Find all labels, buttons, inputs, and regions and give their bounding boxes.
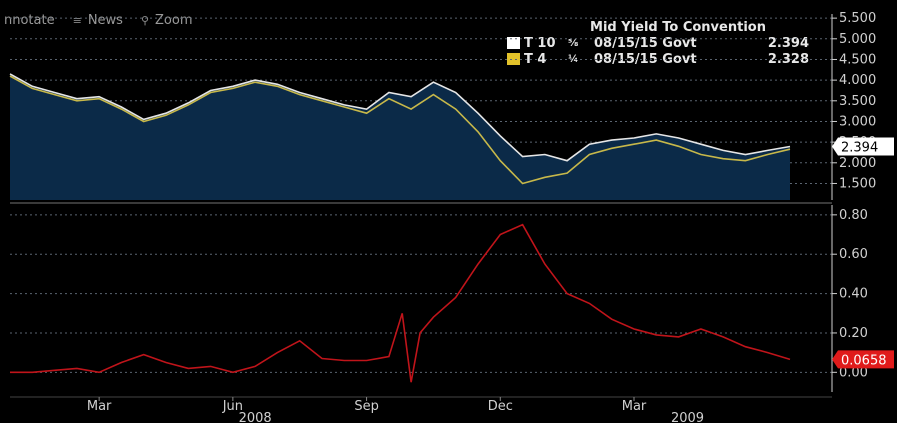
legend-coupon-t4: ¼ xyxy=(568,53,579,65)
top-series-line-t10 xyxy=(9,73,791,162)
x-tick-label: Mar xyxy=(87,399,112,414)
legend-coupon-t10: ⅝ xyxy=(568,37,579,49)
x-year-label: 2008 xyxy=(239,411,272,423)
spread-panel: 0.80 0.60 0.40 0.20 0.000.0658 xyxy=(10,205,894,392)
bottom-last-value-tag xyxy=(832,350,894,369)
news-label: News xyxy=(87,12,123,28)
legend-swatch-t10 xyxy=(507,37,520,49)
top-ytick-label: 3.000 xyxy=(839,114,876,129)
top-ytick-label: 3.500 xyxy=(839,94,876,109)
top-ytick-label: 1.500 xyxy=(839,176,876,191)
yield-panel: 5.5005.0004.5004.0003.5003.0002.5002.000… xyxy=(9,11,894,200)
zoom-icon: ⚲ xyxy=(140,13,150,27)
top-ytick-label: 2.000 xyxy=(839,156,876,171)
zoom-button[interactable]: ⚲ Zoom xyxy=(141,13,193,28)
legend-value-t4: 2.328 xyxy=(767,51,809,67)
zoom-label: Zoom xyxy=(155,12,193,28)
legend-swatch-t4 xyxy=(507,53,520,65)
legend-value-t10: 2.394 xyxy=(767,35,809,51)
top-ytick-label: 4.500 xyxy=(839,52,876,67)
top-area-fill xyxy=(10,73,790,200)
x-tick-label: Dec xyxy=(488,399,513,414)
top-last-value-label: 2.394 xyxy=(841,141,878,156)
top-series-line-t4 xyxy=(9,75,791,185)
annotate-button[interactable]: nnotate xyxy=(4,13,55,28)
chart-toolbar: nnotate ≡ News ⚲ Zoom xyxy=(0,9,193,31)
annotate-label: nnotate xyxy=(4,12,55,28)
x-axis: Mar Jun Sep Dec Mar 2008 2009 xyxy=(10,202,832,423)
bottom-series-line-spread xyxy=(10,223,791,383)
top-ytick-label: 5.000 xyxy=(839,32,876,47)
top-ytick-label: 4.000 xyxy=(839,73,876,88)
x-tick-label: Jun xyxy=(222,399,243,414)
x-tick-label: Sep xyxy=(354,399,379,414)
legend-title: Mid Yield To Convention xyxy=(590,20,766,35)
news-button[interactable]: ≡ News xyxy=(73,13,123,28)
bottom-ytick-label: 0.00 xyxy=(839,365,868,380)
bottom-last-value-label: 0.0658 xyxy=(841,353,887,368)
news-icon: ≡ xyxy=(72,13,82,27)
bottom-ytick-label: 0.80 xyxy=(839,208,868,223)
bottom-ytick-label: 0.20 xyxy=(839,326,868,341)
legend-row-t4: T 4 ¼ 08/15/15 Govt 2.328 xyxy=(507,51,809,67)
bottom-ytick-label: 0.40 xyxy=(839,287,868,302)
top-last-value-tag xyxy=(832,137,894,156)
bottom-ytick-label: 0.60 xyxy=(839,247,868,262)
x-year-label: 2009 xyxy=(671,411,704,423)
top-ytick-label: 5.500 xyxy=(839,11,876,26)
x-tick-label: Mar xyxy=(622,399,647,414)
